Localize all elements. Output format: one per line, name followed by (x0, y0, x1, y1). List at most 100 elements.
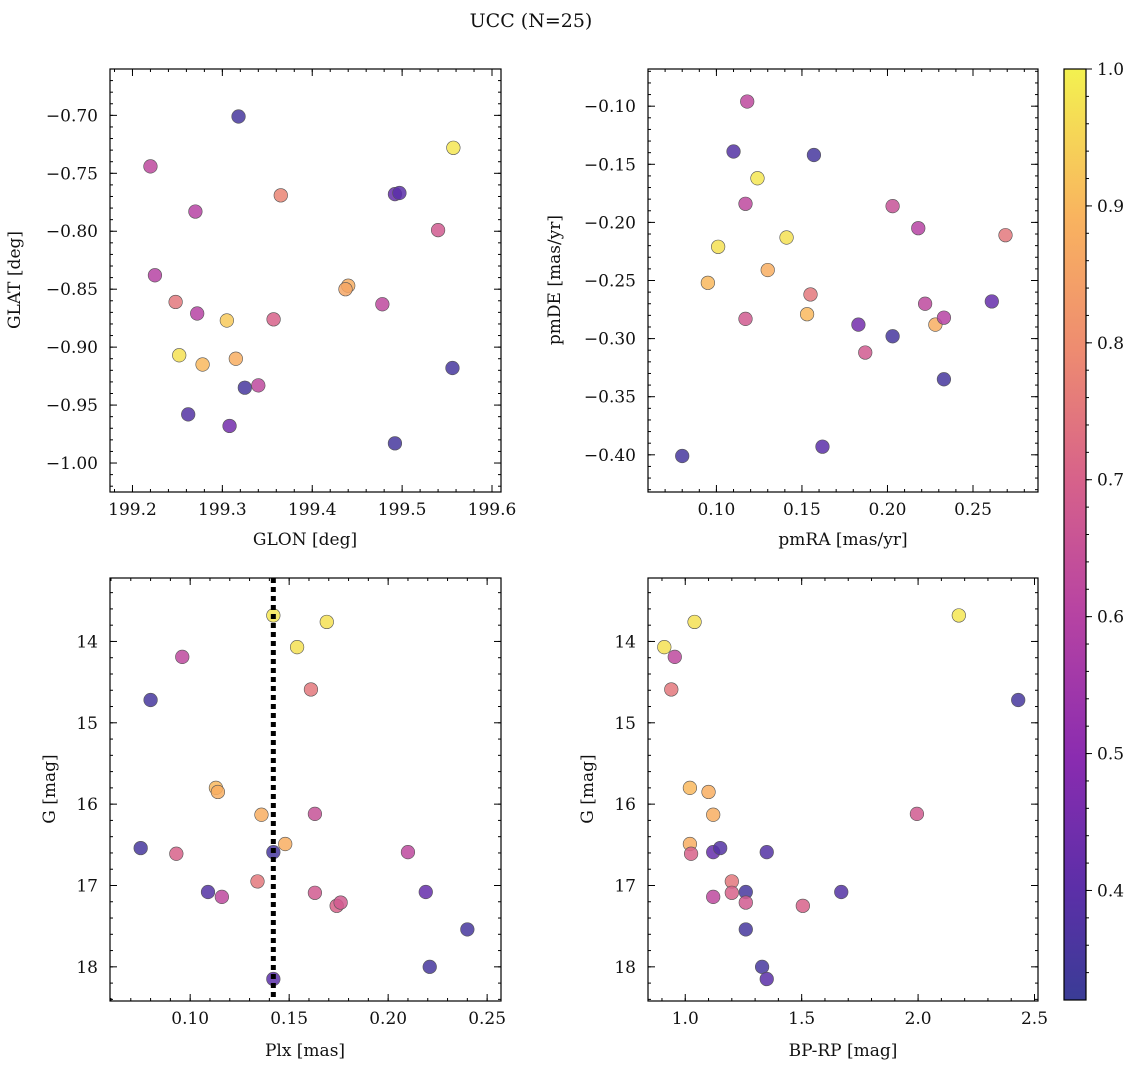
plot-frame (647, 577, 1039, 1002)
x-axis-label: Plx [mas] (265, 1041, 345, 1061)
data-point (711, 239, 726, 254)
y-tick-label: 17 (614, 876, 636, 896)
data-point (740, 94, 755, 109)
data-point (738, 311, 753, 326)
x-tick-label: 199.4 (288, 500, 337, 520)
data-point (738, 922, 753, 937)
data-point (237, 380, 252, 395)
plot-frame (109, 68, 502, 493)
data-point (338, 282, 353, 297)
data-point (143, 159, 158, 174)
colorbar-tick-label: 0.5 (1097, 745, 1124, 765)
data-point (687, 614, 702, 630)
data-point (858, 345, 873, 360)
data-point (779, 230, 794, 245)
y-tick-label: −0.20 (584, 213, 636, 233)
data-point (143, 692, 158, 708)
x-axis-label: pmRA [mas/yr] (778, 530, 907, 550)
data-point (460, 922, 475, 937)
data-point (918, 296, 933, 311)
data-point (273, 188, 288, 203)
data-point (422, 959, 437, 974)
data-point (254, 807, 269, 822)
data-point (664, 682, 679, 697)
y-tick-label: −0.35 (584, 388, 636, 408)
scatter-panel-3: 0.10 0.15 0.20 0.25 14 15 16 17 18 Plx [mas] G [ma… (40, 577, 506, 1061)
data-point (759, 971, 774, 987)
data-point (278, 836, 293, 852)
data-point (195, 357, 210, 372)
y-axis-label: G [mag] (40, 754, 60, 823)
y-tick-label: 16 (614, 795, 636, 815)
data-point (998, 228, 1013, 243)
data-point (885, 199, 900, 214)
data-point (169, 846, 184, 861)
x-axis-label: GLON [deg] (253, 530, 357, 550)
x-tick-label: 0.10 (171, 1009, 209, 1029)
data-point (911, 221, 926, 236)
data-point (251, 378, 266, 393)
data-point (231, 109, 246, 124)
x-tick-label: 199.2 (108, 500, 157, 520)
data-point (909, 806, 925, 822)
data-point (885, 329, 900, 344)
data-point (760, 262, 775, 278)
y-tick-label: 18 (76, 958, 98, 978)
data-point (1011, 692, 1026, 708)
data-point (799, 307, 815, 322)
data-point (683, 846, 699, 861)
scatter-panel-4: 1.0 1.5 2.0 2.5 14 15 16 17 18 BP-RP [mag] G [mag] (578, 577, 1048, 1061)
y-tick-label: −0.90 (46, 338, 98, 358)
y-tick-label: 15 (76, 714, 98, 734)
x-axis-label: BP-RP [mag] (789, 1041, 898, 1061)
figure-title: UCC (N=25) (470, 10, 593, 32)
x-tick-label: 0.20 (369, 1009, 407, 1029)
data-point (266, 312, 281, 327)
data-point (175, 649, 190, 665)
y-tick-label: 14 (614, 632, 636, 652)
data-point (387, 436, 403, 451)
x-tick-label: 2.0 (905, 1009, 932, 1029)
data-point (219, 313, 234, 328)
data-point (289, 640, 305, 655)
data-point (430, 222, 446, 238)
x-tick-label: 0.10 (697, 500, 735, 520)
y-tick-label: 15 (614, 714, 636, 734)
colorbar-tick-label: 1.0 (1097, 60, 1124, 80)
y-tick-label: −0.15 (584, 155, 636, 175)
y-tick-label: −0.80 (46, 222, 98, 242)
data-point (147, 268, 163, 283)
data-point (667, 649, 682, 665)
colorbar-tick-label: 0.7 (1097, 471, 1124, 491)
colorbar-tick-label: 0.6 (1097, 608, 1124, 628)
data-point (682, 780, 698, 795)
data-point (319, 614, 334, 630)
data-point (172, 348, 187, 363)
data-point (133, 840, 148, 856)
x-tick-label: 2.5 (1021, 1009, 1048, 1029)
colorbar-tick-label: 0.9 (1097, 197, 1124, 217)
x-tick-label: 1.5 (788, 1009, 815, 1029)
data-point (806, 147, 822, 163)
x-tick-label: 199.3 (198, 500, 247, 520)
data-point (795, 898, 810, 913)
data-point (303, 682, 319, 697)
data-point (392, 185, 407, 201)
y-tick-label: −0.40 (584, 446, 636, 466)
x-tick-label: 0.15 (783, 500, 821, 520)
data-point (445, 360, 460, 376)
data-point (759, 845, 774, 860)
y-axis-label: pmDE [mas/yr] (545, 215, 565, 345)
data-point (803, 287, 818, 302)
data-point (222, 418, 237, 434)
data-point (984, 294, 999, 309)
y-tick-label: 17 (76, 876, 98, 896)
y-tick-label: −0.70 (46, 106, 98, 126)
data-point (250, 874, 265, 889)
data-point (936, 310, 952, 325)
data-point (936, 372, 952, 387)
y-tick-label: 16 (76, 795, 98, 815)
data-point (657, 640, 672, 655)
data-point (713, 840, 728, 856)
